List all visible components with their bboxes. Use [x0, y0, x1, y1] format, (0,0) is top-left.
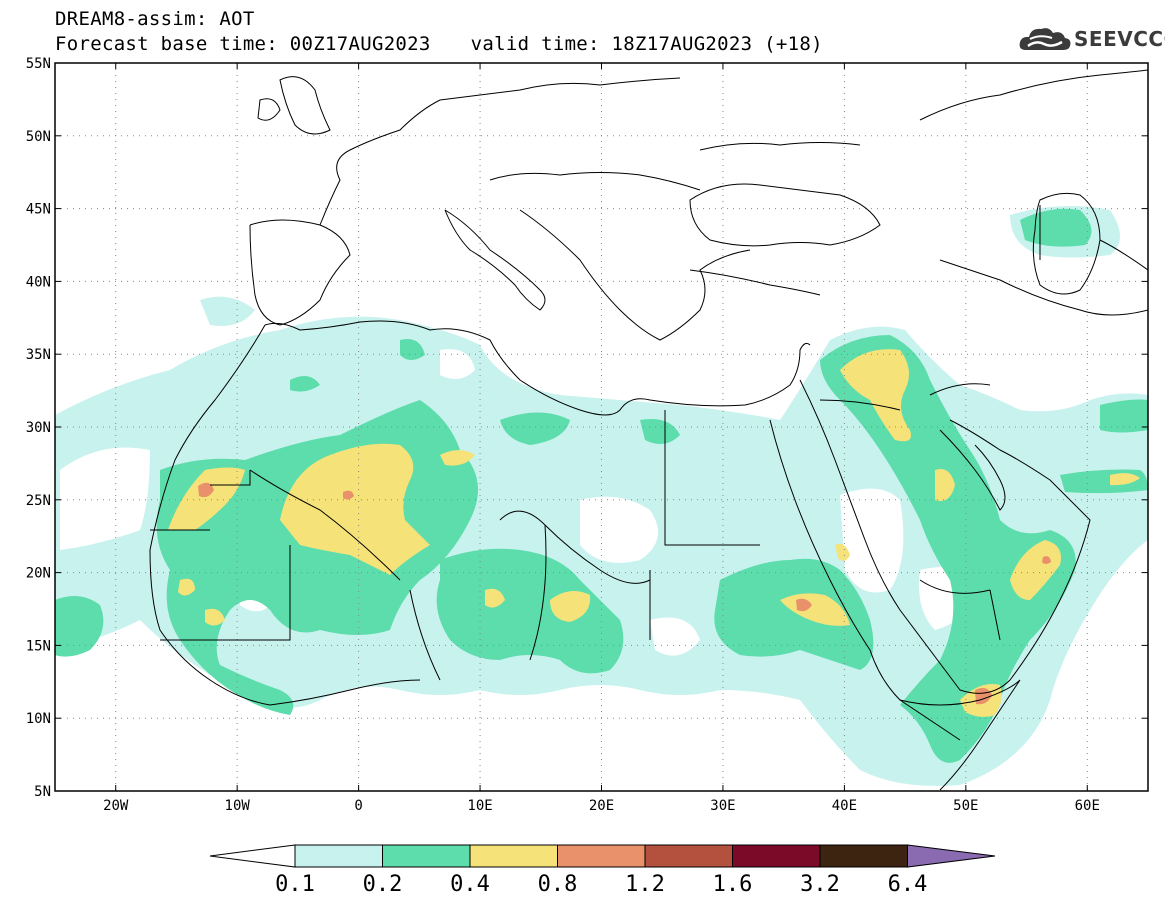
- lon-label: 50E: [953, 798, 978, 814]
- coastlines-borders: [149, 69, 1148, 791]
- lat-label: 15N: [26, 638, 51, 654]
- aot-clear-areas: [60, 349, 985, 656]
- lon-label: 30E: [710, 798, 735, 814]
- longitude-labels: 20W 10W 0 10E 20E 30E 40E 50E 60E: [103, 798, 1100, 814]
- aot-level-0-4: [168, 349, 1140, 717]
- axis-ticks: [55, 62, 1148, 792]
- lon-label: 40E: [832, 798, 857, 814]
- lat-label: 50N: [26, 129, 51, 145]
- lon-label: 60E: [1075, 798, 1100, 814]
- lat-label: 10N: [26, 711, 51, 727]
- aot-field: [55, 206, 1148, 786]
- lon-label: 10E: [467, 798, 492, 814]
- lat-label: 45N: [26, 202, 51, 218]
- lat-label: 30N: [26, 420, 51, 436]
- lat-label: 55N: [26, 56, 51, 72]
- lon-label: 20E: [589, 798, 614, 814]
- lat-label: 40N: [26, 274, 51, 290]
- lat-label: 35N: [26, 347, 51, 363]
- lat-label: 25N: [26, 493, 51, 509]
- lat-label: 5N: [34, 784, 51, 800]
- seevccc-logo: SEEVCCC: [1018, 24, 1165, 56]
- cloud-icon: [1019, 28, 1071, 50]
- lon-label: 20W: [103, 798, 129, 814]
- latitude-labels: 55N 50N 45N 40N 35N 30N 25N 20N 15N 10N 5N: [26, 56, 51, 800]
- lon-label: 10W: [225, 798, 251, 814]
- valid-time: valid time: 18Z17AUG2023 (+18): [470, 33, 823, 55]
- base-time: Forecast base time: 00Z17AUG2023: [55, 33, 431, 55]
- lon-label: 0: [354, 798, 362, 814]
- logo-text: SEEVCCC: [1074, 27, 1165, 51]
- time-info: Forecast base time: 00Z17AUG2023 valid ti…: [55, 33, 823, 55]
- map-title: DREAM8-assim: AOT: [55, 8, 255, 30]
- lat-label: 20N: [26, 566, 51, 582]
- map-grid: [55, 63, 1148, 791]
